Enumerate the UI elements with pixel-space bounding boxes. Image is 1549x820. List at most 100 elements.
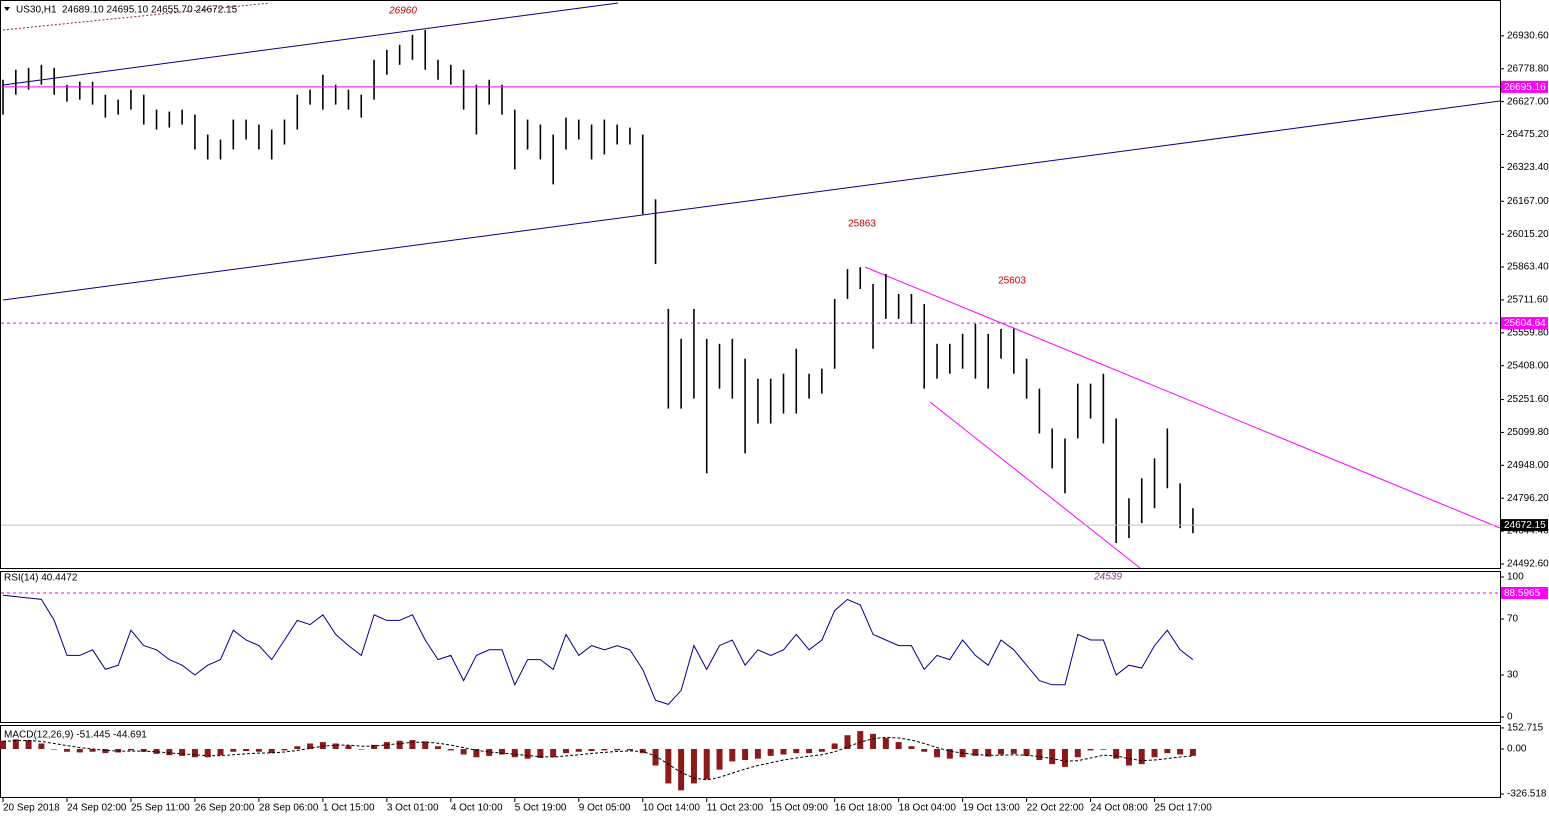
macd-bar (243, 748, 250, 752)
macd-bar (614, 748, 621, 751)
macd-bar (870, 733, 877, 749)
x-tick-label: 24 Sep 02:00 (67, 803, 127, 814)
macd-bar (588, 748, 595, 752)
macd-bar (294, 746, 301, 749)
y-tick-label: 100 (1507, 572, 1524, 583)
macd-bar (332, 743, 339, 749)
frames (0, 0, 1501, 798)
macd-bar (268, 748, 275, 754)
trendline (2, 100, 1501, 301)
macd-bar (882, 737, 889, 749)
annotation: 26960 (388, 6, 417, 17)
macd-bar (601, 748, 608, 751)
y-tick-label: 26167.00 (1507, 196, 1549, 207)
macd-bar (767, 748, 774, 756)
trendlines (2, 2, 1501, 569)
price-bars (2, 29, 1194, 544)
macd-bar (1023, 748, 1030, 756)
macd-bar (0, 740, 6, 749)
annotation: 25603 (998, 276, 1026, 287)
x-tick-label: 25 Oct 17:00 (1155, 803, 1213, 814)
macd-bar (985, 748, 992, 757)
macd-bar (831, 743, 838, 749)
macd-bar (102, 748, 109, 754)
macd-bar (371, 744, 378, 749)
macd-bar (857, 731, 864, 749)
macd-bar (1113, 748, 1120, 759)
x-tick-label: 15 Oct 09:00 (771, 803, 829, 814)
macd-bar (844, 735, 851, 749)
macd-bar (166, 748, 173, 756)
macd-bar (409, 740, 416, 749)
annotation: 24539 (1093, 572, 1122, 583)
x-tick-label: 9 Oct 05:00 (579, 803, 631, 814)
macd-bar (447, 748, 454, 751)
macd-bar (204, 748, 211, 758)
main-frame (0, 0, 1501, 569)
macd-bar (511, 748, 518, 758)
y-tick-label: 25559.80 (1507, 327, 1549, 338)
macd-bar (780, 748, 787, 755)
price-label-box (1501, 317, 1548, 330)
macd-bar (998, 748, 1004, 755)
macd-bar (1074, 748, 1081, 758)
macd-bar (383, 742, 390, 749)
rsi-line (2, 594, 1194, 705)
price-label-box (1501, 80, 1548, 93)
macd-frame (0, 725, 1501, 798)
x-tick-label: 1 Oct 15:00 (323, 803, 375, 814)
macd-bar (486, 748, 493, 756)
x-tick-label: 22 Oct 22:00 (1027, 803, 1085, 814)
price-label-box (1501, 586, 1548, 599)
macd-bar (1138, 748, 1145, 765)
macd-bar (1151, 748, 1158, 758)
macd-bar (972, 748, 979, 756)
macd-bar (537, 748, 544, 758)
macd-bar (12, 739, 19, 749)
macd-bar (89, 748, 96, 752)
macd-bar (626, 748, 633, 751)
x-tick-label: 3 Oct 01:00 (387, 803, 439, 814)
macd-bar (473, 748, 480, 758)
macd-bar (281, 748, 288, 751)
price-label: 25604.64 (1504, 318, 1546, 329)
macd-bar (51, 748, 58, 750)
x-tick-label: 10 Oct 14:00 (643, 803, 701, 814)
macd-bar (63, 748, 70, 752)
rsi-frame (0, 571, 1501, 723)
macd-bar (562, 748, 569, 754)
y-tick-label: 26627.00 (1507, 96, 1549, 107)
macd-bar (1061, 748, 1068, 767)
macd-bar (127, 748, 134, 751)
annotation: 25863 (848, 219, 876, 230)
y-tick-label: 24948.00 (1507, 460, 1549, 471)
y-tick-label: 152.715 (1507, 723, 1544, 734)
y-tick-label: 24796.20 (1507, 493, 1549, 504)
macd-bar (895, 742, 902, 749)
macd-bar (38, 743, 45, 749)
y-tick-label: 26930.60 (1507, 30, 1549, 41)
x-tick-label: 20 Sep 2018 (3, 803, 60, 814)
macd-bar (76, 748, 83, 753)
trendline (864, 266, 1501, 529)
x-tick-label: 28 Sep 06:00 (259, 803, 319, 814)
macd-bar (319, 742, 326, 749)
macd-bar (345, 745, 352, 749)
macd-bar (729, 748, 736, 762)
macd-bar (908, 746, 915, 749)
macd-bar (1036, 748, 1043, 761)
price-label: 26695.16 (1504, 82, 1546, 93)
x-tick-label: 11 Oct 23:00 (707, 803, 764, 814)
macd-bar (793, 748, 800, 754)
macd-bar (1100, 748, 1107, 750)
y-tick-label: 26475.20 (1507, 129, 1549, 140)
trendline (929, 401, 1141, 569)
y-tick-label: 25408.00 (1507, 360, 1549, 371)
trendline (2, 2, 271, 31)
rsi-label: RSI(14) 40.4472 (4, 573, 78, 584)
y-tick-label: -326.518 (1507, 789, 1547, 800)
macd-bar (25, 740, 32, 749)
macd-bar (153, 748, 160, 754)
macd-bar (1164, 748, 1171, 754)
